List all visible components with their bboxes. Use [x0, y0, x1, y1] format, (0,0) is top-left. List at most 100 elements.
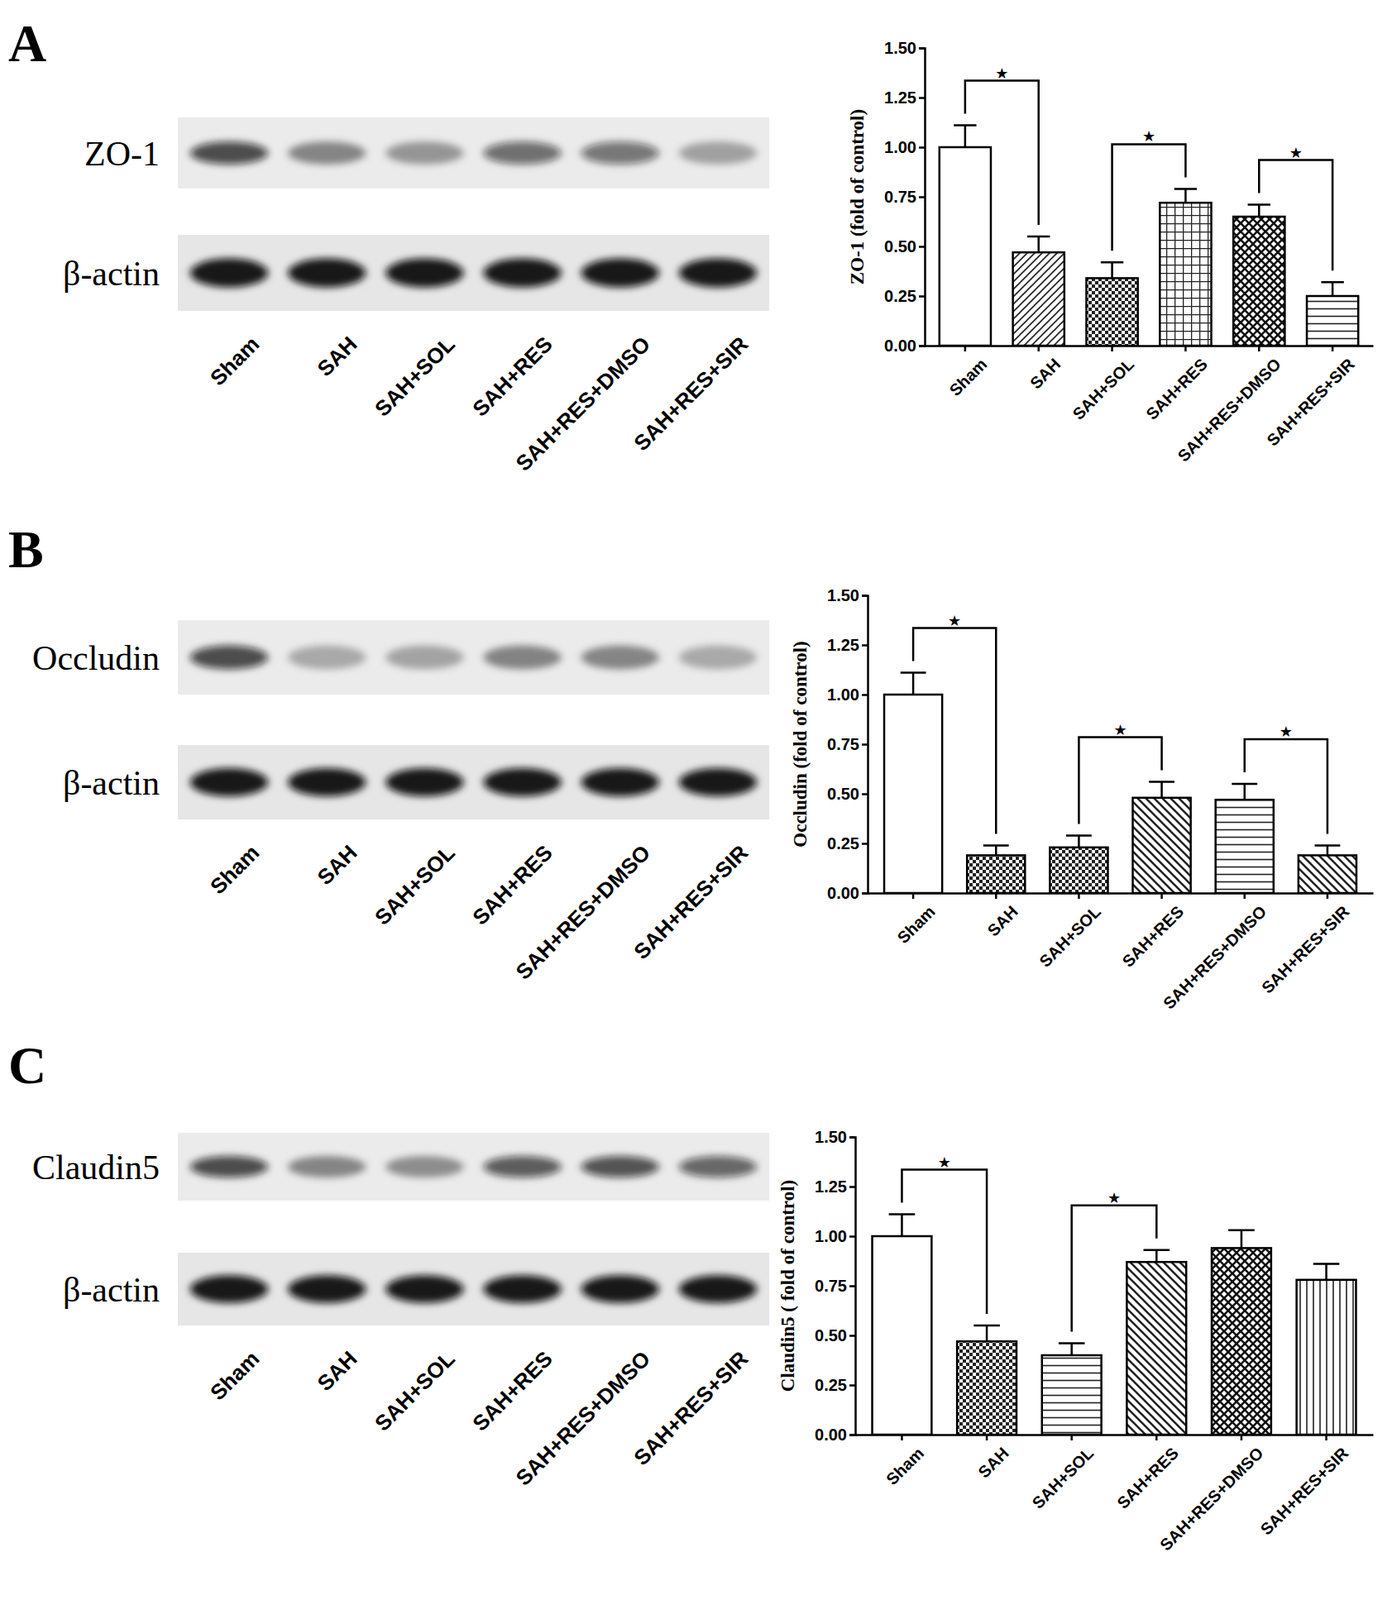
bar — [1159, 202, 1211, 346]
y-tick: 0.25 — [814, 1376, 856, 1395]
error-bar — [1248, 205, 1271, 217]
x-tick-label: SAH+SOL — [1035, 902, 1105, 972]
y-tick-mark — [918, 96, 925, 100]
y-tick-mark — [918, 47, 925, 50]
blot-strip: β-actin — [62, 234, 770, 311]
protein-band — [385, 141, 464, 165]
actin-band — [483, 768, 561, 797]
blot-strip: Occludin — [32, 620, 770, 695]
x-tick: SAH+RES+DMSO — [1159, 893, 1270, 1014]
actin-band — [679, 768, 757, 797]
x-tick-mark — [1077, 893, 1081, 900]
protein-band — [581, 1156, 660, 1178]
protein-band — [581, 141, 660, 165]
blot-label: β-actin — [62, 764, 160, 803]
x-tick-label: SAH — [1026, 354, 1064, 393]
y-tick: 0.75 — [814, 1277, 856, 1296]
x-axis: ShamSAHSAH+SOLSAH+RESSAH+RES+DMSOSAH+RES… — [868, 893, 1374, 1014]
actin-band — [679, 1275, 757, 1303]
y-tick-mark — [918, 196, 925, 199]
lane-label: SAH — [311, 1346, 362, 1397]
y-tick: 0.00 — [884, 336, 925, 355]
error-bar — [1314, 845, 1340, 856]
x-tick-label: Sham — [882, 1444, 928, 1489]
blot-background — [177, 234, 770, 311]
y-tick-label: 0.25 — [884, 287, 917, 306]
y-axis-line — [918, 48, 926, 347]
x-axis: ShamSAHSAH+SOLSAH+RESSAH+RES+DMSOSAH+RES… — [925, 345, 1374, 466]
x-tick: SAH — [974, 1435, 1012, 1482]
blot-label: Claudin5 — [32, 1148, 160, 1187]
lane-label: SAH — [311, 840, 362, 890]
y-axis-title: ZO-1 (fold of control) — [846, 109, 868, 285]
y-tick: 0.00 — [827, 884, 868, 903]
x-tick: SAH — [1026, 345, 1064, 393]
significance-label: ★ — [1142, 127, 1156, 145]
protein-band — [385, 645, 464, 670]
y-tick: 0.25 — [827, 834, 868, 853]
y-tick-mark — [918, 245, 925, 249]
lane-label: Sham — [205, 840, 264, 900]
y-tick: 1.25 — [827, 636, 868, 655]
y-tick: 1.50 — [827, 586, 868, 605]
error-bar — [1027, 236, 1050, 253]
x-tick: SAH+RES+DMSO — [1156, 1435, 1267, 1555]
y-axis: 0.000.250.500.751.001.251.50 — [827, 586, 868, 903]
blot-bands — [190, 1156, 757, 1178]
lane-label: SAH — [311, 331, 362, 382]
x-tick: SAH — [983, 893, 1021, 940]
x-tick-mark — [1160, 893, 1163, 900]
x-tick-mark — [912, 893, 915, 900]
x-tick-mark — [985, 1435, 989, 1441]
x-tick-mark — [1037, 345, 1040, 352]
lane-label: SAH+RES+DMSO — [511, 840, 656, 985]
y-axis: 0.000.250.500.751.001.251.50 — [884, 38, 925, 355]
significance-label: ★ — [947, 612, 962, 630]
y-axis-line — [861, 596, 869, 895]
x-tick-label: SAH+RES+SIR — [1262, 354, 1359, 450]
error-bar — [1058, 1344, 1086, 1356]
protein-band — [190, 645, 268, 670]
blot-bands — [190, 1275, 757, 1303]
y-tick-label: 0.00 — [827, 884, 860, 903]
chart: 0.000.250.500.751.001.251.50ShamSAHSAH+S… — [846, 38, 1374, 466]
y-tick-mark — [861, 594, 868, 598]
significance-label: ★ — [1279, 722, 1293, 741]
lane-label: SAH+RES+DMSO — [511, 1346, 656, 1491]
error-bar — [953, 125, 976, 148]
y-tick: 0.75 — [884, 187, 925, 206]
plot-area — [939, 125, 1359, 346]
actin-band — [385, 1275, 464, 1303]
y-tick-label: 1.25 — [814, 1177, 847, 1196]
x-tick: SAH+SOL — [1028, 1435, 1098, 1513]
blot-label: β-actin — [62, 1271, 160, 1310]
bar — [1211, 1248, 1272, 1436]
x-tick-label: Sham — [894, 902, 939, 948]
protein-band — [287, 1156, 366, 1178]
bar — [872, 1236, 933, 1436]
y-tick-mark — [861, 693, 868, 697]
x-tick-label: SAH+RES+DMSO — [1173, 354, 1284, 465]
lane-label: Sham — [205, 331, 264, 391]
x-tick-mark — [900, 1435, 904, 1441]
significance-bracket — [965, 81, 1039, 225]
panel-letter: C — [8, 1036, 47, 1096]
bar — [1126, 1262, 1187, 1436]
actin-band — [483, 258, 561, 288]
bar — [956, 1341, 1017, 1436]
y-tick-label: 1.25 — [827, 636, 860, 655]
lane-label: SAH+RES+SIR — [628, 840, 753, 965]
significance-bracket — [901, 1170, 987, 1315]
error-bar — [1313, 1264, 1340, 1281]
y-tick-mark — [849, 1384, 856, 1388]
y-tick-mark — [918, 295, 925, 298]
error-bar — [1143, 1250, 1171, 1263]
y-tick-label: 0.50 — [884, 237, 917, 256]
significance-bracket — [1244, 739, 1328, 834]
actin-band — [190, 1275, 268, 1303]
y-tick-mark — [861, 892, 868, 895]
panel: CClaudin5β-actinShamSAHSAH+SOLSAH+RESSAH… — [8, 1036, 1374, 1555]
y-tick-label: 0.75 — [884, 187, 917, 206]
bar — [884, 694, 943, 894]
actin-band — [190, 768, 268, 797]
